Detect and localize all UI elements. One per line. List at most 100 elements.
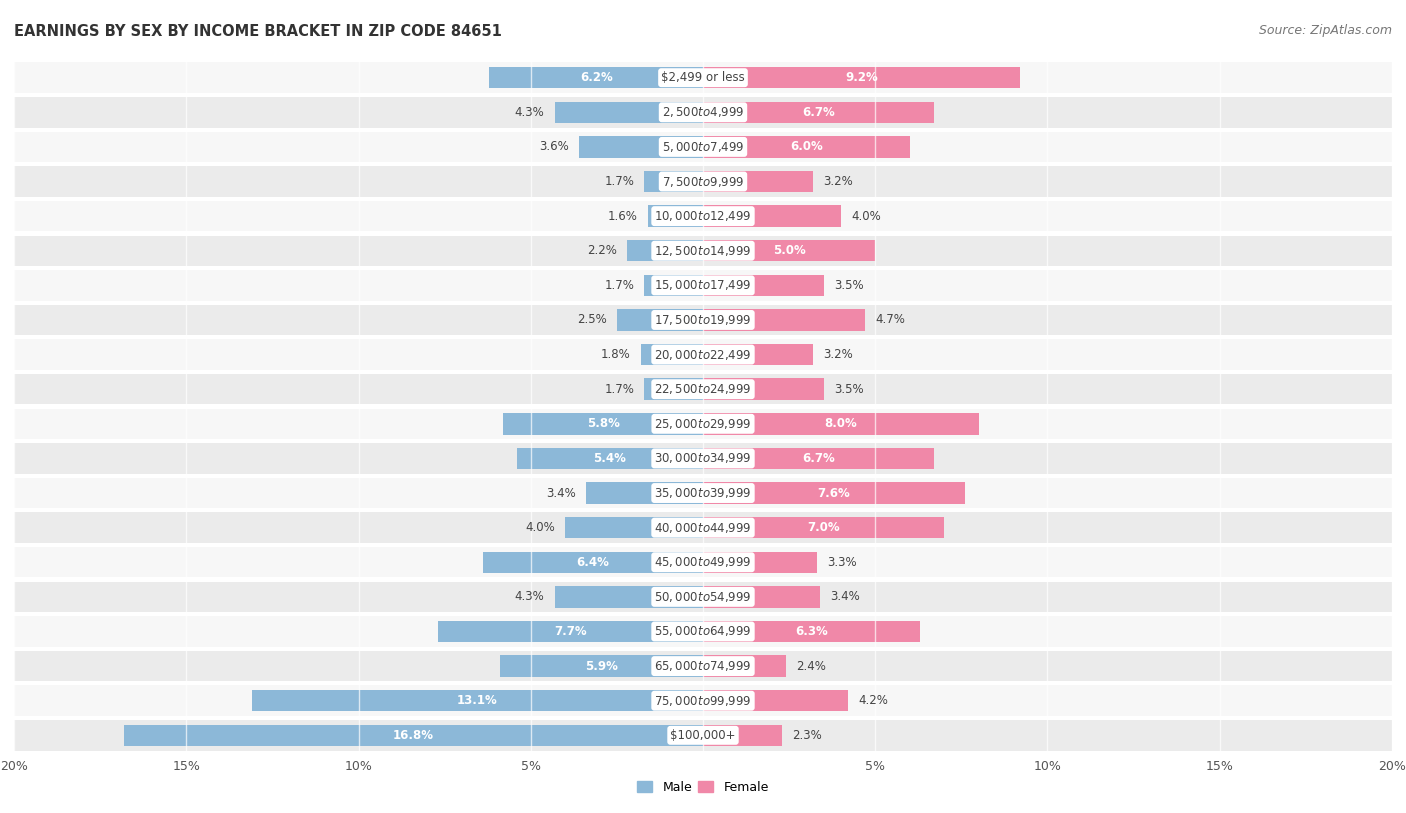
Text: $75,000 to $99,999: $75,000 to $99,999 [654, 693, 752, 707]
Bar [641, 344, 703, 365]
Bar [703, 586, 820, 607]
Bar [703, 724, 782, 746]
Bar [124, 724, 703, 746]
Text: $100,000+: $100,000+ [671, 728, 735, 741]
Text: 6.3%: 6.3% [796, 625, 828, 638]
Bar [703, 413, 979, 434]
Bar [703, 206, 841, 227]
Bar [703, 551, 817, 573]
Text: 3.4%: 3.4% [546, 486, 575, 499]
Text: 6.2%: 6.2% [579, 72, 613, 85]
Text: 13.1%: 13.1% [457, 694, 498, 707]
Text: $12,500 to $14,999: $12,500 to $14,999 [654, 244, 752, 258]
Text: $2,499 or less: $2,499 or less [661, 72, 745, 85]
Text: 6.4%: 6.4% [576, 556, 609, 569]
Bar [555, 102, 703, 123]
Bar [503, 413, 703, 434]
Bar [627, 240, 703, 262]
Bar [703, 67, 1019, 89]
Bar [703, 517, 945, 538]
Bar [617, 309, 703, 331]
Text: 8.0%: 8.0% [824, 417, 858, 430]
Bar [703, 240, 875, 262]
Text: 3.2%: 3.2% [824, 348, 853, 361]
Text: $40,000 to $44,999: $40,000 to $44,999 [654, 520, 752, 535]
Text: 3.5%: 3.5% [834, 279, 863, 292]
Legend: Male, Female: Male, Female [633, 776, 773, 799]
Text: 4.2%: 4.2% [858, 694, 887, 707]
Text: 1.6%: 1.6% [607, 210, 637, 223]
Text: 1.7%: 1.7% [605, 279, 634, 292]
Text: 4.3%: 4.3% [515, 590, 544, 603]
Text: 6.0%: 6.0% [790, 141, 823, 154]
Text: $25,000 to $29,999: $25,000 to $29,999 [654, 417, 752, 431]
Text: $65,000 to $74,999: $65,000 to $74,999 [654, 659, 752, 673]
Text: 3.5%: 3.5% [834, 383, 863, 396]
Bar [14, 443, 1392, 474]
Text: 1.7%: 1.7% [605, 175, 634, 188]
Text: $17,500 to $19,999: $17,500 to $19,999 [654, 313, 752, 327]
Bar [644, 275, 703, 296]
Bar [14, 305, 1392, 335]
Text: Source: ZipAtlas.com: Source: ZipAtlas.com [1258, 24, 1392, 37]
Text: 7.0%: 7.0% [807, 521, 839, 534]
Bar [703, 171, 813, 192]
Text: $15,000 to $17,499: $15,000 to $17,499 [654, 278, 752, 293]
Bar [14, 478, 1392, 508]
Text: $20,000 to $22,499: $20,000 to $22,499 [654, 348, 752, 362]
Text: $5,000 to $7,499: $5,000 to $7,499 [662, 140, 744, 154]
Text: 1.7%: 1.7% [605, 383, 634, 396]
Text: 5.9%: 5.9% [585, 659, 617, 672]
Bar [14, 720, 1392, 750]
Bar [14, 512, 1392, 543]
Text: 1.8%: 1.8% [600, 348, 631, 361]
Text: 7.6%: 7.6% [817, 486, 851, 499]
Text: $30,000 to $34,999: $30,000 to $34,999 [654, 451, 752, 465]
Bar [14, 409, 1392, 439]
Bar [648, 206, 703, 227]
Text: $7,500 to $9,999: $7,500 to $9,999 [662, 175, 744, 189]
Bar [579, 136, 703, 158]
Bar [703, 655, 786, 677]
Text: 3.4%: 3.4% [831, 590, 860, 603]
Bar [703, 621, 920, 642]
Bar [703, 344, 813, 365]
Text: 2.5%: 2.5% [576, 314, 606, 327]
Bar [14, 236, 1392, 266]
Text: 6.7%: 6.7% [801, 106, 835, 119]
Text: 4.3%: 4.3% [515, 106, 544, 119]
Bar [517, 448, 703, 469]
Text: $10,000 to $12,499: $10,000 to $12,499 [654, 209, 752, 223]
Bar [703, 136, 910, 158]
Text: 6.7%: 6.7% [801, 452, 835, 465]
Text: $50,000 to $54,999: $50,000 to $54,999 [654, 590, 752, 604]
Bar [14, 547, 1392, 577]
Text: 3.2%: 3.2% [824, 175, 853, 188]
Text: 5.4%: 5.4% [593, 452, 627, 465]
Bar [14, 201, 1392, 232]
Text: 3.3%: 3.3% [827, 556, 856, 569]
Bar [586, 482, 703, 504]
Text: 7.7%: 7.7% [554, 625, 586, 638]
Text: $55,000 to $64,999: $55,000 to $64,999 [654, 624, 752, 638]
Text: $35,000 to $39,999: $35,000 to $39,999 [654, 486, 752, 500]
Bar [703, 448, 934, 469]
Bar [703, 309, 865, 331]
Text: EARNINGS BY SEX BY INCOME BRACKET IN ZIP CODE 84651: EARNINGS BY SEX BY INCOME BRACKET IN ZIP… [14, 24, 502, 39]
Bar [644, 379, 703, 400]
Text: $2,500 to $4,999: $2,500 to $4,999 [662, 106, 744, 120]
Bar [703, 690, 848, 711]
Bar [14, 581, 1392, 612]
Bar [482, 551, 703, 573]
Text: 3.6%: 3.6% [538, 141, 568, 154]
Bar [555, 586, 703, 607]
Bar [14, 167, 1392, 197]
Bar [252, 690, 703, 711]
Bar [14, 339, 1392, 370]
Bar [14, 685, 1392, 716]
Text: 2.2%: 2.2% [588, 244, 617, 257]
Bar [14, 270, 1392, 301]
Text: 4.0%: 4.0% [851, 210, 882, 223]
Text: $45,000 to $49,999: $45,000 to $49,999 [654, 555, 752, 569]
Bar [499, 655, 703, 677]
